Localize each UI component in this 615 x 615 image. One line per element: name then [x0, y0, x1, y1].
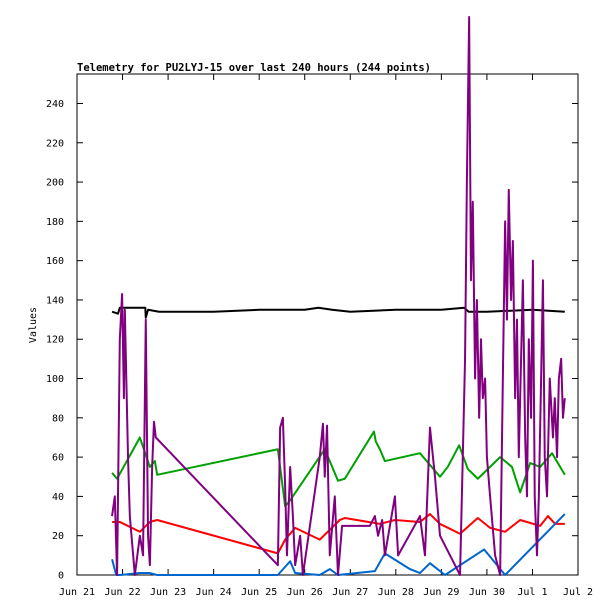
y-tick-label: 60	[52, 453, 64, 464]
y-tick-label: 40	[52, 492, 64, 503]
series-line	[111, 306, 565, 319]
y-tick-label: 220	[46, 138, 64, 149]
y-tick-label: 120	[46, 335, 64, 346]
y-tick-label: 20	[52, 531, 64, 542]
x-tick-label: Jun 27	[332, 587, 368, 598]
y-tick-label: 0	[58, 571, 64, 582]
y-tick-label: 200	[46, 178, 64, 189]
series-line	[111, 513, 566, 576]
chart-title: Telemetry for PU2LYJ-15 over last 240 ho…	[77, 62, 431, 74]
plot-frame	[76, 73, 579, 576]
y-tick-label: 140	[46, 295, 64, 306]
y-axis-label: Values	[28, 307, 39, 343]
x-tick-label: Jul 2	[563, 587, 593, 598]
x-tick-label: Jun 23	[150, 587, 186, 598]
y-tick-label: 240	[46, 99, 64, 110]
y-tick-label: 160	[46, 256, 64, 267]
x-tick-label: Jun 21	[59, 587, 95, 598]
x-tick-label: Jun 26	[287, 587, 323, 598]
y-tick-label: 180	[46, 217, 64, 228]
x-tick-label: Jun 25	[241, 587, 277, 598]
x-tick-label: Jun 30	[469, 587, 505, 598]
series-line	[111, 16, 566, 576]
series-line	[112, 513, 565, 555]
x-tick-label: Jul 1	[517, 587, 547, 598]
y-tick-label: 80	[52, 413, 64, 424]
series-line	[111, 430, 566, 508]
x-tick-label: Jun 24	[196, 587, 232, 598]
y-tick-label: 100	[46, 374, 64, 385]
x-tick-label: Jun 29	[423, 587, 459, 598]
x-tick-label: Jun 28	[378, 587, 414, 598]
x-tick-label: Jun 22	[104, 587, 140, 598]
